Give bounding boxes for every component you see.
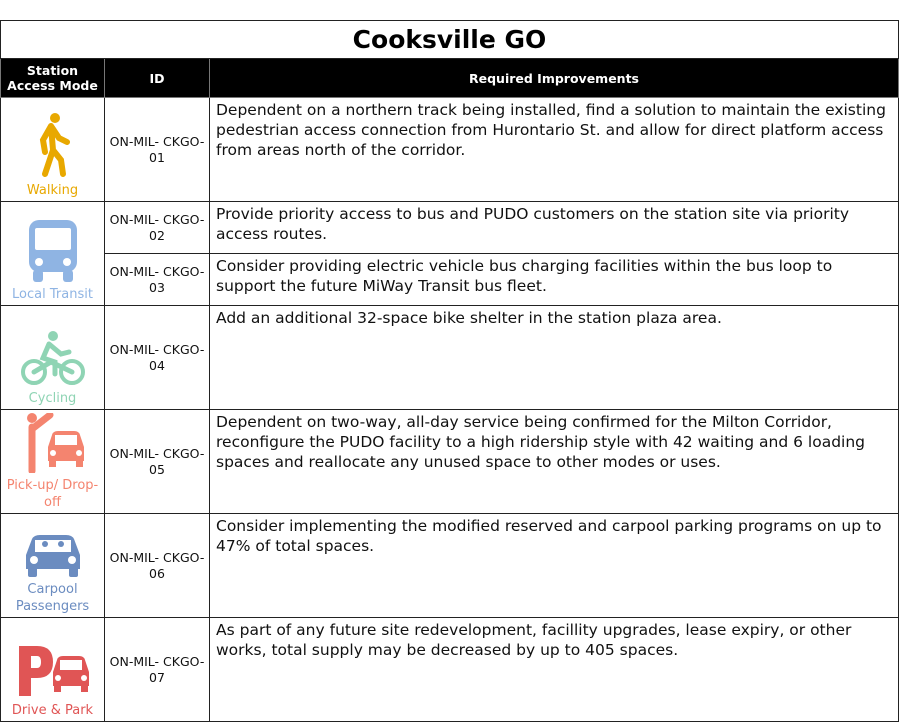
row-id: ON-MIL- CKGO-06 xyxy=(104,513,210,618)
pickup-car-icon xyxy=(26,413,84,473)
mode-local-transit: Local Transit xyxy=(0,201,105,306)
walking-person-icon xyxy=(39,113,70,177)
cyclist-icon xyxy=(20,331,85,385)
row-id: ON-MIL- CKGO-07 xyxy=(104,617,210,722)
row-text: Provide priority access to bus and PUDO … xyxy=(209,201,899,254)
bus-icon xyxy=(28,220,77,282)
row-text: Dependent on two-way, all-day service be… xyxy=(209,409,899,514)
row-text: Consider implementing the modified reser… xyxy=(209,513,899,618)
table-row: Local Transit ON-MIL- CKGO-02 Provide pr… xyxy=(0,201,899,306)
improvements-table: Cooksville GO Station Access Mode ID Req… xyxy=(0,20,899,722)
table-row: Pick-up/ Drop-off ON-MIL- CKGO-05 Depend… xyxy=(0,409,899,514)
header-improvements: Required Improvements xyxy=(209,58,899,98)
mode-walking: Walking xyxy=(0,97,105,202)
row-text: Add an additional 32-space bike shelter … xyxy=(209,305,899,410)
row-id: ON-MIL- CKGO-01 xyxy=(104,97,210,202)
carpool-car-icon xyxy=(25,535,80,577)
row-id: ON-MIL- CKGO-04 xyxy=(104,305,210,410)
mode-drive-park: Drive & Park xyxy=(0,617,105,722)
mode-pickup-dropoff: Pick-up/ Drop-off xyxy=(0,409,105,514)
table-row: Cycling ON-MIL- CKGO-04 Add an additiona… xyxy=(0,305,899,410)
row-text: As part of any future site redevelopment… xyxy=(209,617,899,722)
mode-cycling: Cycling xyxy=(0,305,105,410)
mode-carpool: Carpool Passengers xyxy=(0,513,105,618)
row-text: Consider providing electric vehicle bus … xyxy=(209,253,899,306)
parking-car-icon xyxy=(18,646,89,696)
table-row: ON-MIL- CKGO-03 Consider providing elect… xyxy=(1,253,899,306)
row-id: ON-MIL- CKGO-02 xyxy=(104,201,210,254)
row-id: ON-MIL- CKGO-03 xyxy=(104,253,210,306)
header-mode: Station Access Mode xyxy=(0,58,105,98)
row-text: Dependent on a northern track being inst… xyxy=(209,97,899,202)
table-title: Cooksville GO xyxy=(0,20,899,59)
table-row: Drive & Park ON-MIL- CKGO-07 As part of … xyxy=(0,617,899,722)
row-id: ON-MIL- CKGO-05 xyxy=(104,409,210,514)
table-row: Walking ON-MIL- CKGO-01 Dependent on a n… xyxy=(0,97,899,202)
header-id: ID xyxy=(104,58,210,98)
table-row: Carpool Passengers ON-MIL- CKGO-06 Consi… xyxy=(0,513,899,618)
